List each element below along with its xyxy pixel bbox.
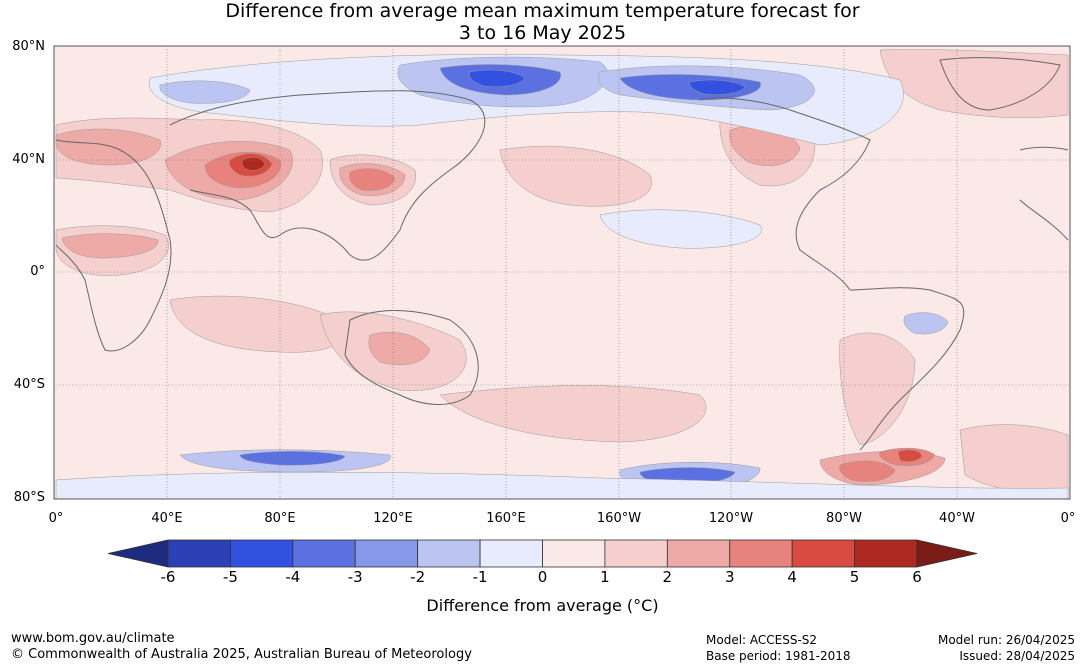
temperature-anomaly-map (53, 45, 1071, 500)
colorbar-box (542, 539, 606, 568)
title-line-1: Difference from average mean maximum tem… (225, 0, 860, 22)
anomaly-hot-mongolia (349, 168, 396, 191)
lat-label-80n: 80°N (12, 39, 45, 54)
anomaly-cool-deep-siberia (469, 69, 526, 87)
footer-copyright: © Commonwealth of Australia 2025, Austra… (11, 647, 472, 662)
colorbar-tick-label: 0 (537, 568, 548, 586)
anomaly-cool-pacific (599, 209, 762, 249)
anomaly-warm-europe (55, 128, 161, 166)
anomaly-cool-indian-antarctic-core (239, 451, 346, 466)
lon-label-160e: 160°E (486, 511, 526, 526)
graticule (54, 46, 1070, 499)
anomaly-warm-north-australia (368, 332, 431, 366)
anomaly-hot-core-antarctic (897, 449, 923, 462)
anomaly-warm-sahel (61, 233, 159, 259)
lon-label-80w: 80°W (826, 511, 862, 526)
anomaly-extreme-core-tibet (241, 156, 266, 171)
footer-issued: Issued: 28/04/2025 (959, 649, 1075, 663)
colorbar-box (230, 539, 294, 568)
title-line-2: 3 to 16 May 2025 (458, 22, 627, 44)
colorbar-tick-label: 2 (662, 568, 673, 586)
anomaly-cool-west-siberia (159, 80, 251, 104)
colorbar-tick-label: 3 (724, 568, 735, 586)
colorbar-box (854, 539, 918, 568)
lat-label-40s: 40°S (13, 377, 45, 392)
lat-label-40n: 40°N (12, 152, 45, 167)
colorbar-label: Difference from average (°C) (426, 596, 659, 615)
colorbar-box (666, 539, 731, 568)
anomaly-warm-south-america (839, 332, 916, 446)
anomaly-cool-antarctic-belt (55, 471, 1069, 500)
colorbar-tick-label: 6 (912, 568, 922, 586)
colorbar-box (417, 539, 481, 568)
colorbar-box (729, 539, 793, 568)
lon-label-160w: 160°W (596, 511, 642, 526)
colorbar-tick-label: -3 (347, 568, 363, 586)
lon-label-0-left: 0° (48, 511, 64, 526)
map-frame (53, 45, 1071, 500)
colorbar-tick-label: -5 (222, 568, 238, 586)
colorbar-box (167, 539, 231, 568)
colorbar-extend-low (107, 539, 169, 568)
colorbar-tick-label: 4 (787, 568, 797, 586)
colorbar-box (292, 539, 356, 568)
anomaly-cool-brazil (903, 312, 949, 335)
colorbar-tick-label: -1 (472, 568, 488, 586)
colorbar-extend-high (916, 539, 978, 568)
lon-label-120e: 120°E (373, 511, 413, 526)
colorbar-tick-label: 1 (600, 568, 610, 586)
lon-label-40e: 40°E (151, 511, 183, 526)
footer-model: Model: ACCESS-S2 (706, 633, 818, 647)
lon-label-120w: 120°W (708, 511, 754, 526)
colorbar-box (354, 539, 419, 568)
footer-website: www.bom.gov.au/climate (11, 631, 175, 646)
colorbar-tick-label: -2 (410, 568, 426, 586)
lat-label-0: 0° (30, 264, 45, 279)
footer-base-period: Base period: 1981-2018 (706, 649, 851, 663)
anomaly-warm-north-pacific (499, 145, 652, 207)
colorbar-tick-label: -6 (160, 568, 176, 586)
colorbar-box (791, 539, 855, 568)
colorbar-tick-label: 5 (849, 568, 860, 586)
footer-model-run: Model run: 26/04/2025 (937, 633, 1075, 647)
coastlines (55, 57, 1069, 451)
colorbar-tick-label: -4 (285, 568, 301, 586)
colorbar-box (479, 539, 543, 568)
anomaly-hot-antarctic-peninsula (839, 460, 896, 482)
lon-label-40w: 40°W (939, 511, 975, 526)
colorbar-box (604, 539, 668, 568)
lon-label-0-right: 0° (1060, 511, 1076, 526)
colorbar (107, 539, 978, 568)
map-title: Difference from average mean maximum tem… (0, 0, 1085, 44)
lon-label-80e: 80°E (264, 511, 296, 526)
anomaly-warm-southern-ocean (439, 385, 707, 443)
lat-label-80s: 80°S (13, 490, 45, 505)
